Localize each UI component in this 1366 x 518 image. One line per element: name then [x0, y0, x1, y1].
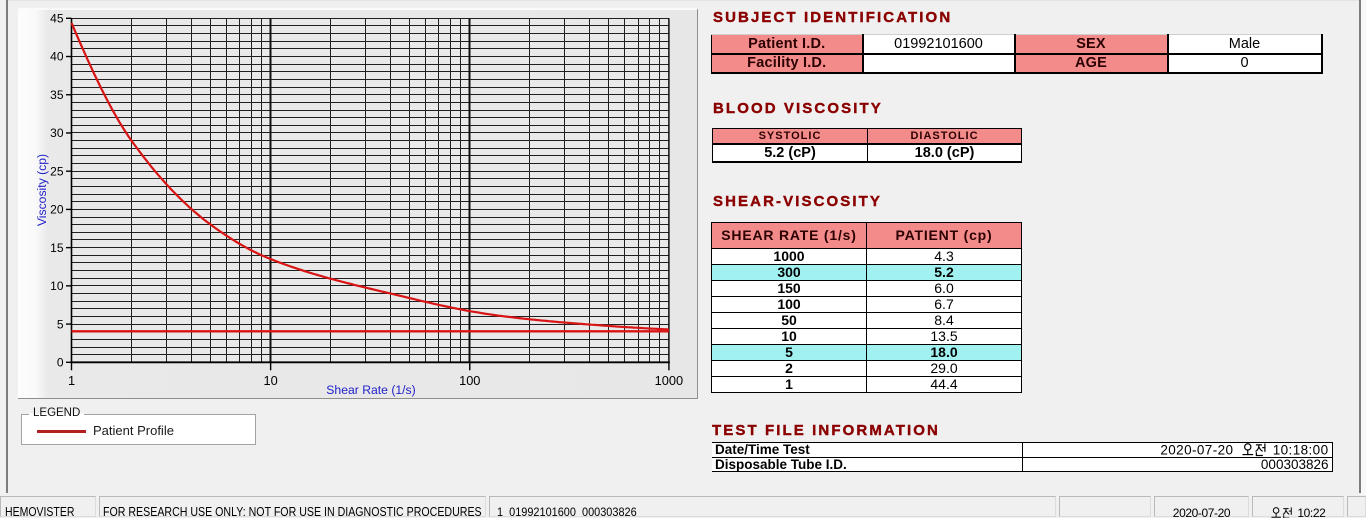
svg-text:100: 100 [459, 373, 480, 388]
svg-text:45: 45 [50, 12, 64, 26]
svg-text:10: 10 [264, 373, 278, 388]
svg-text:15: 15 [50, 241, 64, 255]
svg-text:10: 10 [50, 279, 64, 293]
svg-text:Shear Rate (1/s): Shear Rate (1/s) [326, 383, 415, 397]
svg-text:0: 0 [57, 356, 64, 370]
svg-text:5: 5 [57, 317, 64, 331]
svg-text:30: 30 [50, 126, 64, 140]
svg-text:1: 1 [68, 373, 75, 388]
svg-text:35: 35 [50, 88, 64, 102]
svg-text:25: 25 [50, 164, 64, 178]
svg-text:20: 20 [50, 203, 64, 217]
svg-text:40: 40 [50, 50, 64, 64]
svg-text:Viscosity (cp): Viscosity (cp) [35, 154, 49, 226]
svg-text:1000: 1000 [655, 373, 683, 388]
